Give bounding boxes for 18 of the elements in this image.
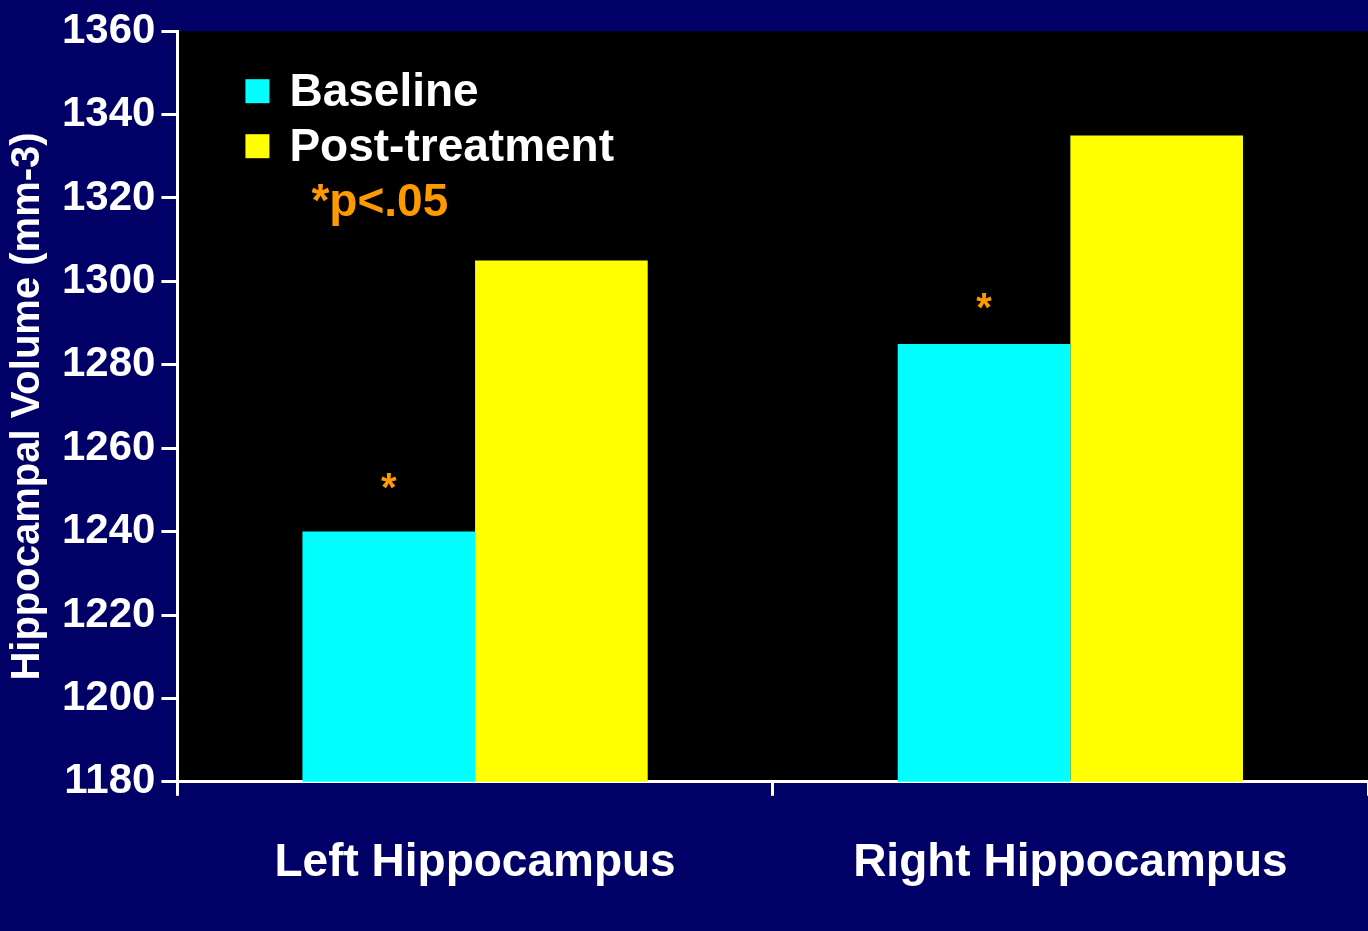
y-tick-label: 1220 — [62, 588, 156, 636]
y-tick-label: 1320 — [62, 171, 156, 219]
y-tick-label: 1260 — [62, 421, 156, 469]
legend-label: Baseline — [289, 63, 479, 116]
annotation: * — [976, 285, 993, 330]
x-tick-label: Left Hippocampus — [274, 834, 676, 887]
y-axis-title: Hippocampal Volume (mm-3) — [3, 132, 48, 681]
y-tick-label: 1280 — [62, 338, 156, 386]
legend-label: Post-treatment — [289, 118, 615, 171]
y-tick-label: 1300 — [62, 254, 156, 302]
y-tick-label: 1180 — [64, 755, 156, 803]
y-tick-label: 1340 — [62, 88, 156, 136]
y-tick-label: 1200 — [62, 671, 156, 719]
x-tick-label: Right Hippocampus — [853, 834, 1288, 887]
annotation: * — [380, 464, 397, 509]
y-tick-label: 1240 — [62, 505, 156, 553]
annotation: *p<.05 — [311, 173, 449, 226]
y-tick-label: 1360 — [62, 4, 156, 52]
